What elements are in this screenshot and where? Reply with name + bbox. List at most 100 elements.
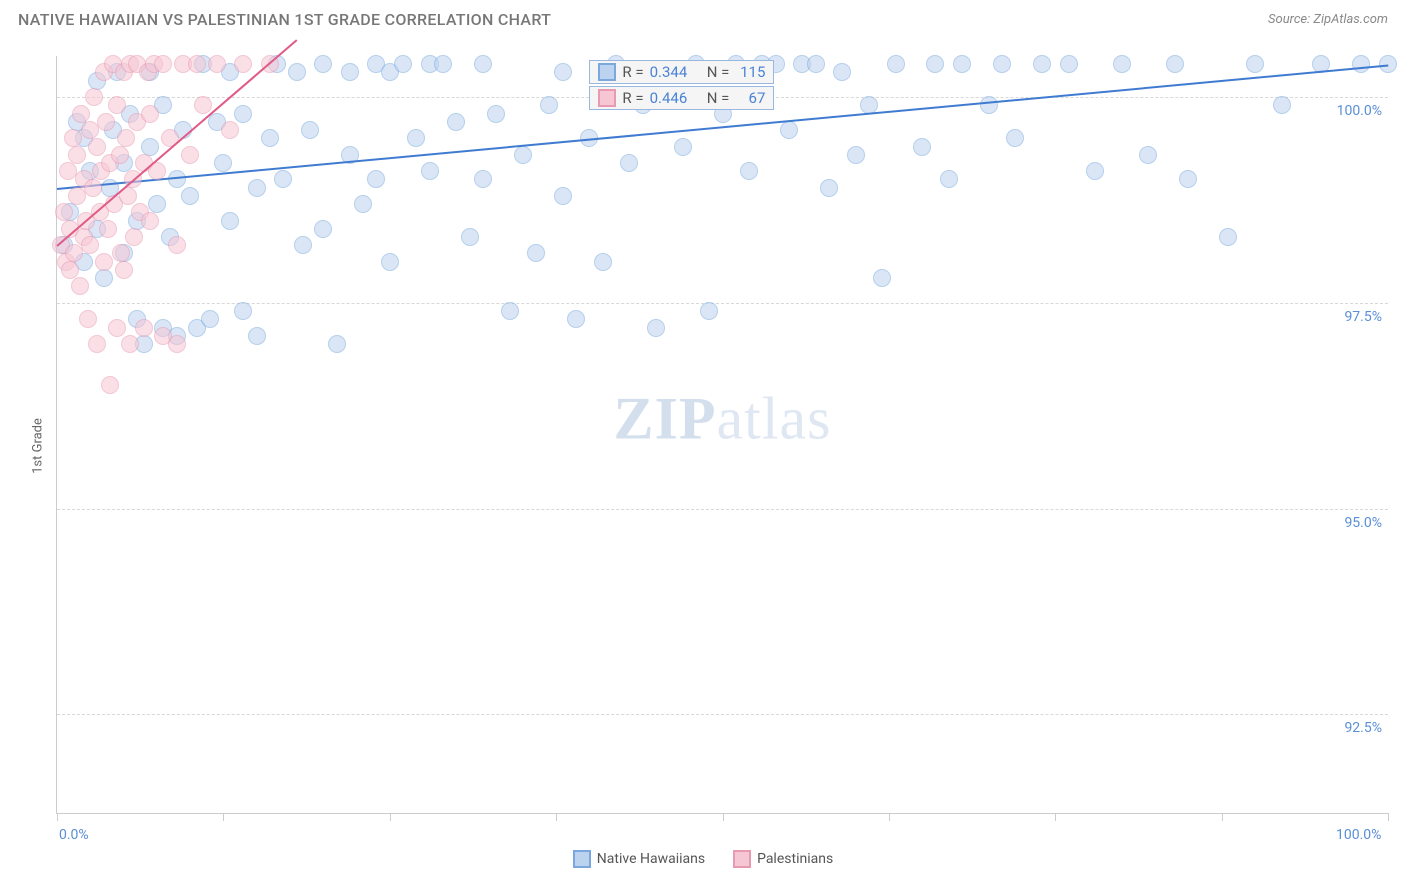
- data-point: [354, 195, 372, 213]
- data-point: [807, 55, 825, 73]
- data-point: [474, 55, 492, 73]
- data-point: [234, 55, 252, 73]
- data-point: [261, 129, 279, 147]
- r-label: R =: [622, 89, 643, 107]
- data-point: [248, 179, 266, 197]
- data-point: [1273, 96, 1291, 114]
- data-point: [101, 376, 119, 394]
- data-point: [214, 154, 232, 172]
- data-point: [567, 310, 585, 328]
- data-point: [594, 253, 612, 271]
- data-point: [194, 96, 212, 114]
- data-point: [447, 113, 465, 131]
- y-tick-label: 97.5%: [1344, 309, 1382, 325]
- data-point: [953, 55, 971, 73]
- data-point: [141, 212, 159, 230]
- data-point: [527, 244, 545, 262]
- legend-item-palestinians: Palestinians: [733, 850, 833, 868]
- stats-box: R = 0.446 N = 67: [589, 86, 774, 110]
- data-point: [71, 277, 89, 295]
- data-point: [314, 220, 332, 238]
- data-point: [55, 203, 73, 221]
- scatter-chart: ZIPatlas 92.5%95.0%97.5%100.0%0.0%100.0%…: [56, 56, 1388, 814]
- data-point: [1166, 55, 1184, 73]
- y-tick-label: 92.5%: [1344, 720, 1382, 736]
- data-point: [221, 121, 239, 139]
- data-point: [487, 105, 505, 123]
- data-point: [154, 55, 172, 73]
- data-point: [234, 105, 252, 123]
- data-point: [141, 105, 159, 123]
- data-point: [1139, 146, 1157, 164]
- x-tick: [723, 813, 724, 821]
- gridline: [57, 714, 1388, 715]
- x-tick: [1222, 813, 1223, 821]
- data-point: [1246, 55, 1264, 73]
- x-tick: [1388, 813, 1389, 821]
- x-tick: [390, 813, 391, 821]
- n-value: 115: [735, 63, 765, 81]
- data-point: [847, 146, 865, 164]
- data-point: [208, 55, 226, 73]
- data-point: [700, 302, 718, 320]
- data-point: [381, 253, 399, 271]
- x-tick: [223, 813, 224, 821]
- y-tick-label: 100.0%: [1337, 103, 1382, 119]
- legend-swatch: [573, 850, 591, 868]
- data-point: [97, 113, 115, 131]
- data-point: [940, 170, 958, 188]
- data-point: [1060, 55, 1078, 73]
- data-point: [248, 327, 266, 345]
- r-value: 0.446: [650, 89, 688, 107]
- data-point: [135, 319, 153, 337]
- data-point: [1352, 55, 1370, 73]
- chart-title: NATIVE HAWAIIAN VS PALESTINIAN 1ST GRADE…: [18, 10, 551, 29]
- data-point: [328, 335, 346, 353]
- data-point: [294, 236, 312, 254]
- x-tick: [57, 813, 58, 821]
- data-point: [980, 96, 998, 114]
- x-tick: [889, 813, 890, 821]
- data-point: [99, 220, 117, 238]
- x-tick-label: 0.0%: [59, 827, 89, 843]
- data-point: [221, 212, 239, 230]
- data-point: [1219, 228, 1237, 246]
- n-label: N =: [707, 63, 730, 81]
- source-attribution: Source: ZipAtlas.com: [1268, 12, 1388, 27]
- data-point: [121, 335, 139, 353]
- data-point: [274, 170, 292, 188]
- data-point: [125, 228, 143, 246]
- data-point: [201, 310, 219, 328]
- data-point: [88, 138, 106, 156]
- data-point: [780, 121, 798, 139]
- data-point: [434, 55, 452, 73]
- watermark: ZIPatlas: [614, 385, 832, 454]
- data-point: [873, 269, 891, 287]
- n-value: 67: [735, 89, 765, 107]
- x-tick: [1055, 813, 1056, 821]
- data-point: [647, 319, 665, 337]
- legend: Native Hawaiians Palestinians: [0, 850, 1406, 872]
- data-point: [168, 236, 186, 254]
- data-point: [61, 261, 79, 279]
- data-point: [288, 63, 306, 81]
- data-point: [913, 138, 931, 156]
- legend-item-hawaiians: Native Hawaiians: [573, 850, 705, 868]
- data-point: [1113, 55, 1131, 73]
- gridline: [57, 509, 1388, 510]
- data-point: [1086, 162, 1104, 180]
- data-point: [926, 55, 944, 73]
- gridline: [57, 303, 1388, 304]
- data-point: [168, 335, 186, 353]
- data-point: [554, 63, 572, 81]
- data-point: [68, 146, 86, 164]
- data-point: [117, 129, 135, 147]
- data-point: [1179, 170, 1197, 188]
- stats-box: R = 0.344 N = 115: [589, 60, 774, 84]
- data-point: [95, 253, 113, 271]
- data-point: [111, 146, 129, 164]
- data-point: [674, 138, 692, 156]
- x-tick: [556, 813, 557, 821]
- y-tick-label: 95.0%: [1344, 515, 1382, 531]
- y-axis-title: 1st Grade: [30, 418, 45, 474]
